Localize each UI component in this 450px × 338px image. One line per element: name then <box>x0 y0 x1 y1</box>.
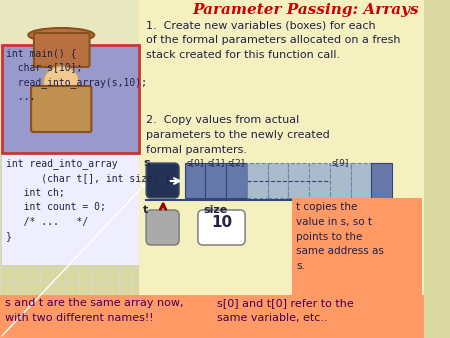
Text: s: s <box>143 158 150 168</box>
Text: int main() {
  char s[10];
  read_into_array(s,10);
  ...: int main() { char s[10]; read_into_array… <box>6 48 147 102</box>
Text: 2.  Copy values from actual
parameters to the newly created
formal paramters.: 2. Copy values from actual parameters to… <box>146 115 330 154</box>
Text: 1.  Create new variables (boxes) for each
of the formal parameters allocated on : 1. Create new variables (boxes) for each… <box>146 20 400 59</box>
Bar <box>2 155 139 265</box>
FancyBboxPatch shape <box>146 163 179 198</box>
Bar <box>371 163 392 198</box>
Bar <box>206 163 226 198</box>
Text: s and t are the same array now,
with two different names!!: s and t are the same array now, with two… <box>4 298 183 323</box>
Bar <box>0 295 424 338</box>
Text: int read_into_array
      (char t[], int size) {
   int ch;
   int count = 0;
  : int read_into_array (char t[], int size)… <box>6 158 170 241</box>
Text: Parameter Passing: Arrays: Parameter Passing: Arrays <box>193 3 419 17</box>
Text: s[1]: s[1] <box>207 158 225 167</box>
FancyBboxPatch shape <box>31 86 91 132</box>
Bar <box>292 198 422 295</box>
Bar <box>268 163 288 198</box>
Bar <box>309 163 330 198</box>
Text: s[0]: s[0] <box>186 158 204 167</box>
FancyBboxPatch shape <box>34 33 90 67</box>
Text: size: size <box>203 205 228 215</box>
Bar <box>140 0 424 295</box>
Bar <box>185 163 206 198</box>
Bar <box>247 163 268 198</box>
Bar <box>288 163 309 198</box>
Text: s[9]: s[9] <box>332 158 349 167</box>
Text: 10: 10 <box>211 215 232 230</box>
Ellipse shape <box>28 28 94 42</box>
Bar <box>351 163 371 198</box>
Bar <box>330 163 351 198</box>
Text: t copies the
value in s, so t
points to the
same address as
s.: t copies the value in s, so t points to … <box>296 202 384 271</box>
Text: s[2]: s[2] <box>228 158 245 167</box>
Text: t: t <box>143 205 148 215</box>
Bar <box>226 163 247 198</box>
Bar <box>0 0 140 155</box>
Ellipse shape <box>43 66 79 98</box>
FancyBboxPatch shape <box>198 210 245 245</box>
Bar <box>2 45 139 153</box>
Text: s[0] and t[0] refer to the
same variable, etc..: s[0] and t[0] refer to the same variable… <box>217 298 354 323</box>
FancyBboxPatch shape <box>146 210 179 245</box>
